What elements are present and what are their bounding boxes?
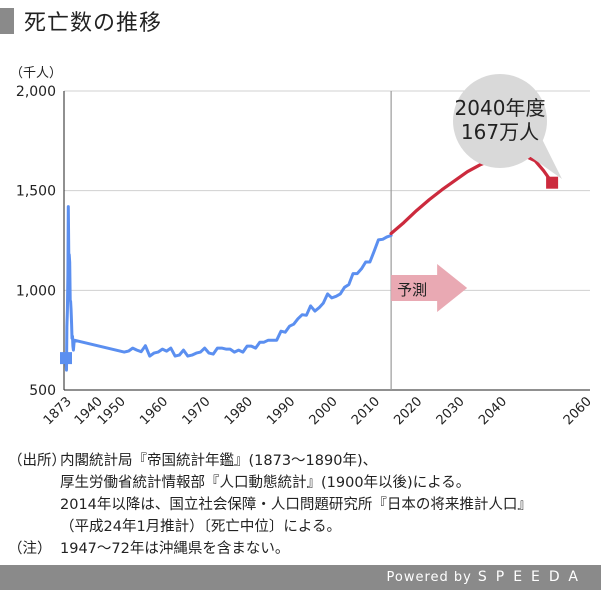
x-tick-label: 2010	[349, 394, 383, 428]
series-end-marker	[546, 176, 559, 189]
callout-text: 2040年度	[455, 96, 546, 120]
footer-bar: Powered by SPEEDA	[0, 565, 601, 590]
series-layer	[60, 154, 559, 372]
y-unit-label: （千人）	[10, 66, 62, 81]
y-tick-label: 500	[29, 383, 56, 399]
y-tick-label: 1,000	[16, 283, 56, 299]
note-line-1: 1947〜72年は沖縄県を含まない。	[60, 541, 290, 557]
forecast-arrow	[391, 264, 468, 312]
x-tick-label: 2040	[476, 394, 510, 428]
source-line-4: （平成24年1月推計）〔死亡中位〕による。	[60, 519, 341, 535]
note-tag: （注）	[8, 541, 52, 557]
title-accent-bar	[0, 8, 14, 34]
x-tick-label: 1990	[264, 394, 298, 428]
x-tick-label: 2000	[307, 394, 341, 428]
source-tag: （出所）	[8, 453, 66, 469]
source-line-2: 厚生労働省統計情報部『人口動態統計』(1900年以後)による。	[60, 475, 471, 491]
x-tick-label: 1970	[180, 394, 214, 428]
x-tick-label: 2030	[434, 394, 468, 428]
series-line	[64, 205, 393, 372]
x-tick-label: 2060	[561, 394, 595, 428]
y-tick-label: 1,500	[16, 184, 56, 200]
callout-bubble	[453, 74, 547, 168]
page-title: 死亡数の推移	[24, 11, 163, 36]
x-tick-label: 2020	[391, 394, 425, 428]
callout-text: 167万人	[461, 120, 539, 144]
x-tick-label: 1980	[222, 394, 256, 428]
source-line-1: 内閣統計局『帝国統計年鑑』(1873〜1890年)、	[60, 453, 378, 469]
series-line	[389, 154, 554, 236]
forecast-label: 予測	[397, 281, 427, 299]
x-tick-label: 1960	[137, 394, 171, 428]
y-tick-label: 2,000	[16, 84, 56, 100]
powered-by-text: Powered by	[386, 570, 472, 585]
source-line-3: 2014年以降は、国立社会保障・人口問題研究所『日本の将来推計人口』	[60, 497, 532, 513]
y-axis-ticks: （千人） 500 1,000 1,500 2,000	[10, 66, 62, 399]
powered-by: Powered by SPEEDA	[387, 569, 588, 585]
brand-logo: SPEEDA	[477, 569, 587, 585]
source-notes: （出所）内閣統計局『帝国統計年鑑』(1873〜1890年)、 厚生労働省統計情報…	[8, 450, 532, 560]
x-tick-label: 1873	[41, 394, 75, 428]
series-end-marker	[60, 352, 72, 365]
